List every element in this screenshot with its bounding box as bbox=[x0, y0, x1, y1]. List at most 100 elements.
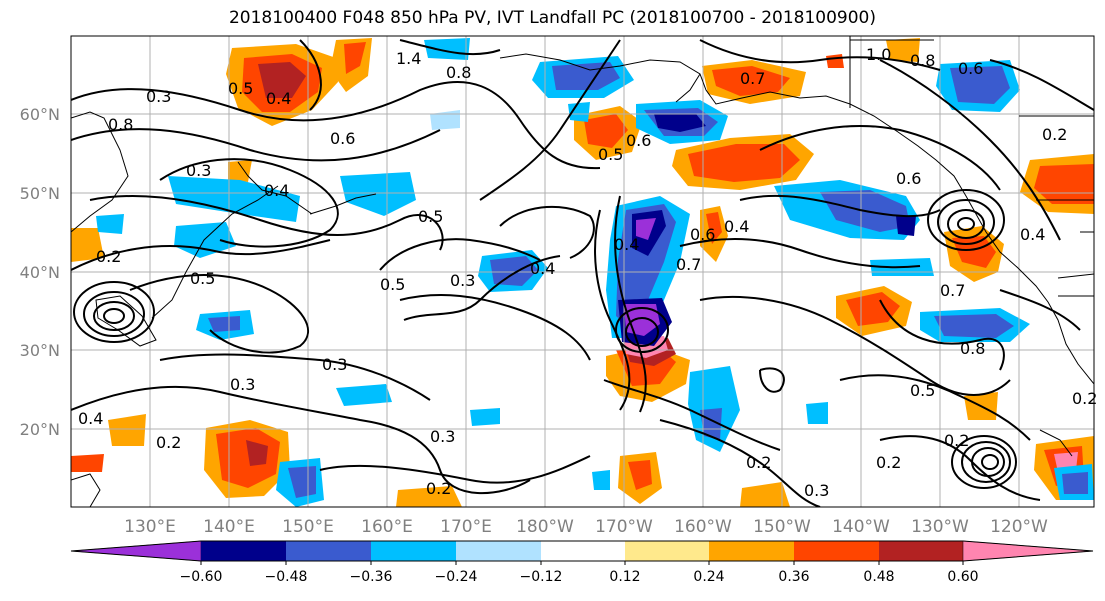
contour-label: 1.4 bbox=[396, 49, 421, 68]
contour-label: 1.0 bbox=[866, 45, 891, 64]
contour-label: 0.4 bbox=[78, 409, 103, 428]
colorbar-tick-label: −0.36 bbox=[350, 569, 393, 585]
colorbar-cell bbox=[541, 541, 625, 561]
colorbar-tick-label: 0.24 bbox=[693, 569, 724, 585]
contour-label: 0.8 bbox=[910, 51, 935, 70]
contour-label: 0.3 bbox=[230, 375, 255, 394]
lat-label: 60°N bbox=[20, 105, 60, 124]
pv-positive-patch-1 bbox=[226, 44, 338, 126]
longitude-labels: 130°E 140°E 150°E 160°E 170°E 180°W 170°… bbox=[124, 517, 1048, 537]
lon-label: 170°W bbox=[595, 517, 653, 537]
contour-label: 0.2 bbox=[746, 453, 771, 472]
pv-positive-patch-5 bbox=[702, 60, 806, 104]
colorbar-cell bbox=[456, 541, 541, 561]
contour-label: 0.8 bbox=[960, 339, 985, 358]
pv-negative-patch-2 bbox=[636, 100, 728, 144]
contour-label: 0.2 bbox=[426, 479, 451, 498]
contour-label: 0.5 bbox=[228, 79, 253, 98]
colorbar-cells bbox=[70, 540, 1094, 562]
colorbar-cell bbox=[286, 541, 371, 561]
pv-negative-patch-6 bbox=[920, 308, 1030, 342]
colorbar-cell bbox=[879, 541, 963, 561]
contour-label: 0.5 bbox=[418, 207, 443, 226]
lon-label: 130°E bbox=[124, 517, 176, 537]
colorbar-ticks bbox=[200, 561, 964, 565]
colorbar-tick-label: −0.24 bbox=[435, 569, 478, 585]
contour-label: 0.4 bbox=[266, 89, 291, 108]
contour-label: 0.3 bbox=[146, 87, 171, 106]
ivt-contours bbox=[71, 39, 1094, 507]
contour-label: 0.3 bbox=[430, 427, 455, 446]
colorbar-tick-label: −0.48 bbox=[265, 569, 308, 585]
lon-label: 120°W bbox=[990, 517, 1048, 537]
contour-label: 0.6 bbox=[690, 225, 715, 244]
contour-label: 0.2 bbox=[876, 453, 901, 472]
pv-positive-patch-10 bbox=[1020, 154, 1094, 214]
lat-label: 50°N bbox=[20, 184, 60, 203]
contour-label: 0.7 bbox=[740, 69, 765, 88]
colorbar-tick-label: −0.60 bbox=[180, 569, 223, 585]
lat-label: 20°N bbox=[20, 420, 60, 439]
colorbar-tick-labels: −0.60 −0.48 −0.36 −0.24 −0.12 0.12 0.24 … bbox=[180, 569, 979, 585]
contour-label: 0.8 bbox=[446, 63, 471, 82]
map-gridlines bbox=[71, 36, 1094, 507]
lat-label: 30°N bbox=[20, 341, 60, 360]
pv-negative-patch-7 bbox=[478, 250, 548, 292]
contour-label: 0.7 bbox=[676, 255, 701, 274]
coastlines bbox=[71, 36, 1094, 507]
lon-label: 160°E bbox=[361, 517, 413, 537]
contour-label: 0.3 bbox=[322, 355, 347, 374]
colorbar-tick-label: 0.36 bbox=[778, 569, 809, 585]
contour-label: 0.5 bbox=[598, 145, 623, 164]
lon-label: 170°E bbox=[440, 517, 492, 537]
contour-label: 0.4 bbox=[530, 259, 555, 278]
contour-labels: 0.5 0.4 1.4 0.8 0.7 1.0 0.8 0.6 0.6 0.5 … bbox=[78, 45, 1097, 500]
colorbar-cell bbox=[201, 541, 286, 561]
lon-label: 140°E bbox=[203, 517, 255, 537]
colorbar-tick-label: 0.48 bbox=[863, 569, 894, 585]
contour-label: 0.6 bbox=[330, 129, 355, 148]
colorbar-tick-label: 0.12 bbox=[609, 569, 640, 585]
map-title: 2018100400 F048 850 hPa PV, IVT Landfall… bbox=[228, 8, 876, 28]
colorbar-cell bbox=[371, 541, 456, 561]
colorbar: −0.60 −0.48 −0.36 −0.24 −0.12 0.12 0.24 … bbox=[70, 540, 1094, 585]
contour-label: 0.8 bbox=[108, 115, 133, 134]
contour-label: 0.6 bbox=[896, 169, 921, 188]
lon-label: 130°W bbox=[911, 517, 969, 537]
pv-negative-patch-1 bbox=[606, 196, 690, 346]
contour-label: 0.2 bbox=[944, 431, 969, 450]
colorbar-cell bbox=[794, 541, 879, 561]
colorbar-cell bbox=[70, 540, 202, 562]
lon-label: 140°W bbox=[832, 517, 890, 537]
lon-label: 160°W bbox=[674, 517, 732, 537]
pv-positive-patch-6 bbox=[204, 420, 290, 498]
plot-frame bbox=[70, 35, 1095, 508]
contour-label: 0.3 bbox=[186, 161, 211, 180]
contour-label: 0.3 bbox=[804, 481, 829, 500]
pv-negative-patch-4 bbox=[774, 180, 920, 240]
lat-label: 40°N bbox=[20, 263, 60, 282]
colorbar-cell bbox=[625, 541, 709, 561]
contour-label: 0.5 bbox=[380, 275, 405, 294]
contour-label: 0.2 bbox=[1042, 125, 1067, 144]
colorbar-tick-label: −0.12 bbox=[520, 569, 563, 585]
colorbar-cell bbox=[962, 540, 1094, 562]
lon-label: 180°W bbox=[516, 517, 574, 537]
pv-positive-patch-3 bbox=[574, 106, 642, 160]
contour-label: 0.3 bbox=[450, 271, 475, 290]
pv-positive-patch-8 bbox=[836, 286, 912, 336]
colorbar-cell bbox=[709, 541, 794, 561]
latitude-labels: 60°N 50°N 40°N 30°N 20°N bbox=[20, 105, 60, 439]
contour-label: 0.4 bbox=[614, 235, 639, 254]
contour-label: 0.4 bbox=[724, 217, 749, 236]
contour-label: 0.6 bbox=[958, 59, 983, 78]
pv-negative-patch-3 bbox=[532, 56, 634, 98]
map-plot-area: 0.5 0.4 1.4 0.8 0.7 1.0 0.8 0.6 0.6 0.5 … bbox=[70, 35, 1097, 508]
pv-positive-patch-4 bbox=[672, 134, 814, 190]
contour-label: 0.2 bbox=[156, 433, 181, 452]
contour-label: 0.5 bbox=[910, 381, 935, 400]
contour-label: 0.4 bbox=[264, 181, 289, 200]
contour-label: 0.2 bbox=[96, 247, 121, 266]
colorbar-tick-label: 0.60 bbox=[947, 569, 978, 585]
